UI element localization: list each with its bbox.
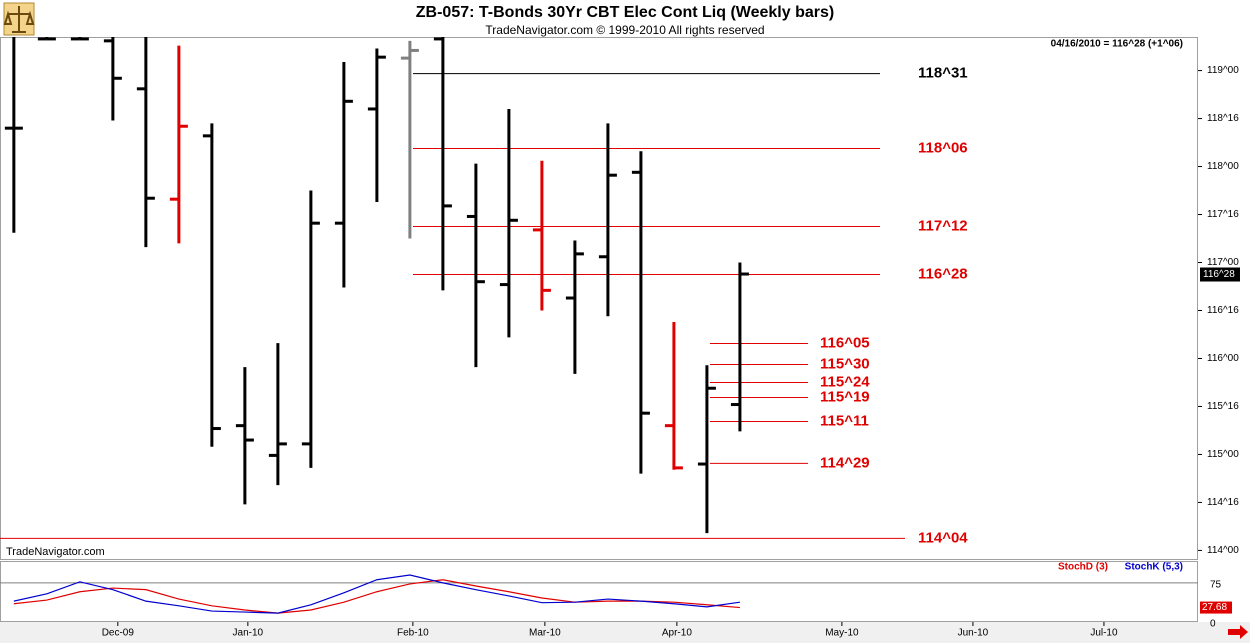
x-tick-label: Dec-09 — [102, 628, 135, 639]
stoch-line — [13, 574, 741, 614]
x-tick-label: May-10 — [825, 628, 859, 639]
y-tick-label: 114^00 — [1207, 545, 1239, 556]
price-level-label: 116^05 — [820, 334, 870, 351]
source-label: TradeNavigator.com — [6, 546, 105, 558]
stoch-frame — [0, 561, 1198, 622]
stoch-plot — [0, 574, 1198, 614]
legend-entry: StochK (5,3) — [1125, 562, 1183, 573]
last-price-box — [1200, 267, 1240, 282]
price-frame — [0, 37, 1198, 560]
last-price-label: 116^28 — [1203, 269, 1235, 280]
chart-title: ZB-057: T-Bonds 30Yr CBT Elec Cont Liq (… — [416, 4, 834, 21]
scroll-arrow[interactable] — [1228, 625, 1248, 639]
legend-entry: StochD (3) — [1058, 562, 1108, 573]
y-tick-label: 116^00 — [1207, 353, 1239, 364]
price-level-label: 115^30 — [820, 355, 870, 372]
y-tick-label: 117^16 — [1207, 209, 1239, 220]
y-tick-label: 119^00 — [1207, 65, 1239, 76]
y-tick-label: 115^16 — [1207, 401, 1239, 412]
x-tick-label: Jan-10 — [233, 628, 264, 639]
x-tick-label: Apr-10 — [662, 628, 692, 639]
price-level-label: 114^04 — [918, 529, 968, 546]
price-level-label: 118^31 — [918, 65, 968, 82]
last-stoch-label: 27.68 — [1202, 602, 1227, 613]
price-level-label: 115^11 — [820, 412, 869, 429]
last-stoch-box — [1200, 601, 1232, 614]
y-tick-label: 115^00 — [1207, 449, 1239, 460]
y-tick-label: 117^00 — [1207, 257, 1239, 268]
x-tick-label: Mar-10 — [529, 628, 561, 639]
y-tick-label: 114^16 — [1207, 497, 1239, 508]
price-level-label: 118^06 — [918, 140, 968, 157]
y-tick-label: 75 — [1210, 580, 1222, 591]
price-level-label: 115^24 — [820, 373, 870, 390]
x-tick-label: Jun-10 — [958, 628, 989, 639]
y-tick-label: 118^00 — [1207, 161, 1239, 172]
chart-subtitle: TradeNavigator.com © 1999-2010 All right… — [485, 23, 764, 37]
x-tick-label: Jul-10 — [1090, 628, 1118, 639]
price-plot — [0, 37, 905, 539]
x-tick-label: Feb-10 — [397, 628, 429, 639]
quote-annotation: 04/16/2010 = 116^28 (+1^06) — [1051, 39, 1183, 50]
stoch-line — [13, 579, 740, 614]
price-level-label: 114^29 — [820, 454, 870, 471]
price-level-label: 115^19 — [820, 388, 870, 405]
y-tick-label: 116^16 — [1207, 305, 1239, 316]
price-level-label: 117^12 — [918, 217, 968, 234]
logo — [3, 2, 35, 36]
price-level-label: 116^28 — [918, 265, 968, 282]
y-tick-label: 0 — [1210, 619, 1216, 630]
x-axis-band — [0, 622, 1250, 643]
y-tick-label: 118^16 — [1207, 113, 1239, 124]
